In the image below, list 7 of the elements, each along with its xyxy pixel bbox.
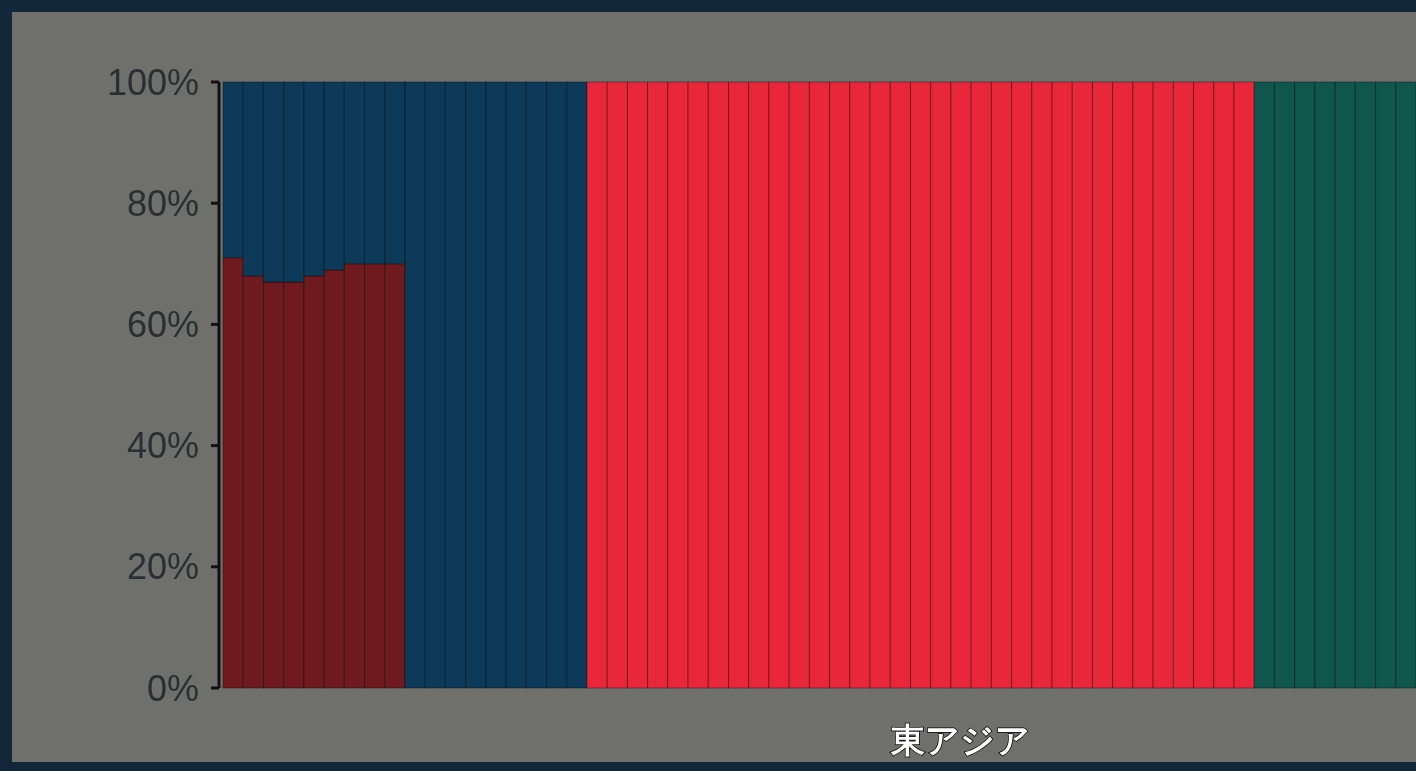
y-tick-label: 20%: [126, 546, 199, 588]
y-tick-label: 80%: [126, 182, 199, 224]
y-tick-label: 40%: [126, 425, 199, 467]
y-tick-label: 60%: [126, 303, 199, 345]
y-tick-label: 0%: [146, 667, 199, 709]
text: 東アジア: [889, 720, 1030, 760]
y-tick-label: 100%: [106, 61, 199, 103]
